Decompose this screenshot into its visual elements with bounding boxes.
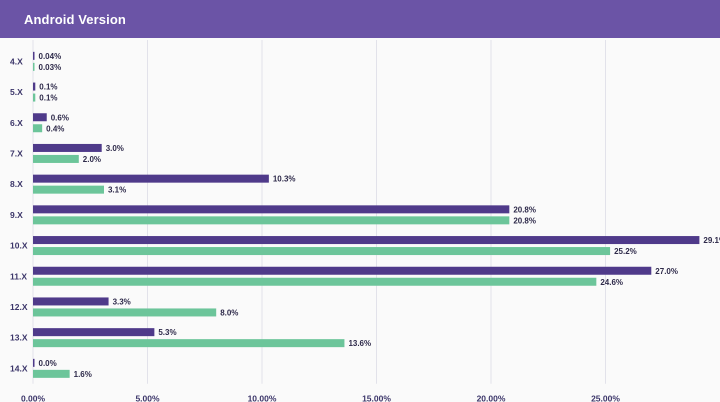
chart-title: Android Version	[24, 11, 126, 27]
y-tick-label: 8.X	[10, 179, 23, 189]
data-label: 0.1%	[39, 83, 57, 92]
data-label: 1.6%	[74, 370, 92, 379]
x-tick-label: 5.00%	[135, 394, 160, 402]
y-tick-label: 5.X	[10, 87, 23, 97]
data-label: 3.0%	[106, 144, 124, 153]
bar-series2	[33, 369, 70, 378]
data-label: 27.0%	[655, 267, 678, 276]
y-tick-label: 10.X	[10, 241, 28, 251]
x-tick-label: 20.00%	[477, 394, 506, 402]
data-label: 20.8%	[513, 216, 536, 225]
data-label: 24.6%	[600, 278, 623, 287]
x-tick-label: 0.00%	[21, 394, 46, 402]
bar-series1	[33, 51, 35, 60]
data-label: 25.2%	[614, 247, 637, 256]
data-label: 8.0%	[220, 308, 238, 317]
x-tick-label: 10.00%	[248, 394, 277, 402]
x-tick-label: 15.00%	[362, 394, 391, 402]
bar-series1	[33, 266, 652, 275]
bar-series1	[33, 113, 47, 122]
data-label: 13.6%	[348, 339, 371, 348]
bar-series1	[33, 174, 269, 183]
bar-chart: 0.00% 5.00% 10.00% 15.00% 20.00% 25.00% 4.X 5.X…	[10, 40, 720, 402]
bar-series2	[33, 216, 510, 225]
bar-series2	[33, 308, 217, 317]
data-label: 3.1%	[108, 186, 126, 195]
bar-series2	[33, 339, 345, 348]
bar-series1	[33, 297, 109, 306]
data-label: 0.4%	[46, 124, 64, 133]
y-tick-label: 12.X	[10, 302, 28, 312]
data-label: 29.1%	[703, 236, 720, 245]
data-label: 2.0%	[83, 155, 101, 164]
data-label: 20.8%	[513, 205, 536, 214]
data-label: 0.6%	[51, 113, 69, 122]
y-tick-label: 4.X	[10, 56, 23, 66]
bar-series2	[33, 247, 611, 256]
x-tick-label: 25.00%	[591, 394, 620, 402]
bar-series1	[33, 358, 35, 367]
data-label: 0.1%	[39, 94, 57, 103]
bar-series2	[33, 62, 35, 71]
data-label: 0.03%	[39, 63, 62, 72]
y-tick-label: 7.X	[10, 148, 23, 158]
y-tick-label: 11.X	[10, 271, 27, 281]
bar-series1	[33, 236, 700, 245]
bar-series2	[33, 93, 36, 102]
bar-series1	[33, 328, 155, 337]
data-label: 3.3%	[113, 297, 131, 306]
bar-series2	[33, 185, 104, 194]
y-tick-label: 9.X	[10, 210, 23, 220]
bar-series1	[33, 82, 36, 91]
bar-series2	[33, 277, 597, 286]
bar-series1	[33, 143, 102, 152]
y-tick-label: 14.X	[10, 363, 28, 373]
bar-series2	[33, 124, 43, 133]
chart-header: Android Version	[0, 0, 720, 38]
y-tick-label: 6.X	[10, 118, 23, 128]
data-label: 0.04%	[39, 52, 62, 61]
bar-series1	[33, 205, 510, 214]
data-label: 0.0%	[39, 359, 57, 368]
bar-series2	[33, 154, 79, 163]
y-tick-label: 13.X	[10, 333, 28, 343]
data-label: 5.3%	[158, 328, 176, 337]
data-label: 10.3%	[273, 175, 296, 184]
